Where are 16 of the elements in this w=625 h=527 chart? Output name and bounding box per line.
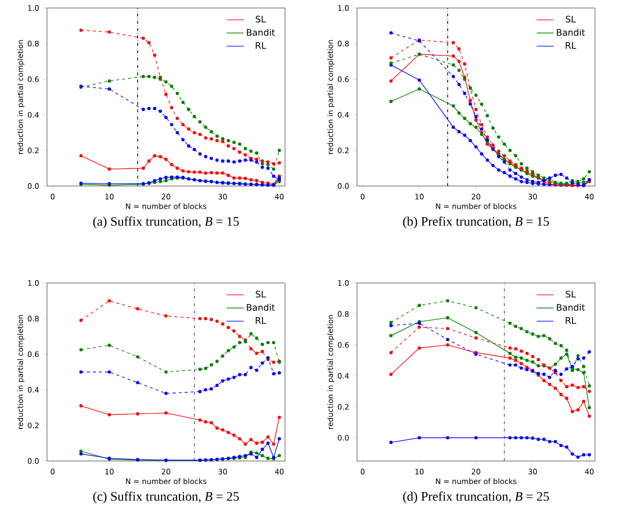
text: (a) Suffix truncation, B = 15 [93,216,239,228]
legend-label: Bandit [246,28,275,36]
legend-label: RL [566,42,576,49]
legend-label: SL [256,290,266,298]
legend-label: Bandit [246,304,275,311]
legend-label: Bandit [556,304,585,311]
legend-label: RL [256,42,266,49]
legend-label: Bandit [556,28,585,36]
text: (b) Prefix truncation, B = 15 [403,216,549,228]
text: (c) Suffix truncation, B = 25 [93,492,239,504]
legend-label: RL [566,317,576,324]
legend-label: RL [256,317,266,324]
legend-label: SL [566,16,576,23]
text: (d) Prefix truncation, B = 25 [403,492,549,504]
legend-label: SL [256,16,266,23]
legend-label: SL [566,290,576,298]
